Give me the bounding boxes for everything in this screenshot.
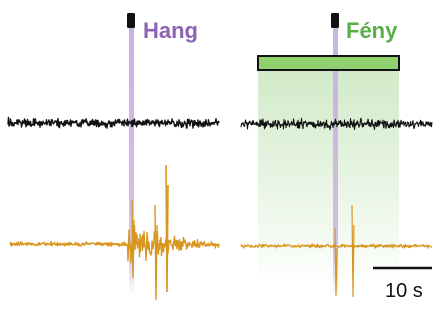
sound-stimulus-line-left — [129, 26, 134, 296]
sound-stimulus-line-right — [333, 26, 338, 296]
orange-burst-spike — [131, 199, 135, 279]
black-trace-right — [240, 117, 433, 131]
orange-trace-right — [240, 243, 433, 249]
scale-bar-label: 10 s — [385, 280, 423, 302]
orange-burst-spike — [154, 204, 158, 301]
orange-light-spike — [351, 204, 355, 298]
orange-burst-spike — [165, 164, 169, 293]
light-bar — [257, 55, 400, 71]
sound-marker-left — [127, 13, 135, 28]
sound-label: Hang — [143, 18, 198, 43]
light-period-shade — [258, 70, 399, 280]
orange-light-spike — [334, 227, 338, 297]
traces-group — [7, 116, 433, 301]
orange-trace-left — [9, 224, 220, 263]
sound-marker-right — [331, 13, 339, 28]
black-trace-left — [7, 116, 220, 129]
light-label: Fény — [346, 18, 398, 43]
